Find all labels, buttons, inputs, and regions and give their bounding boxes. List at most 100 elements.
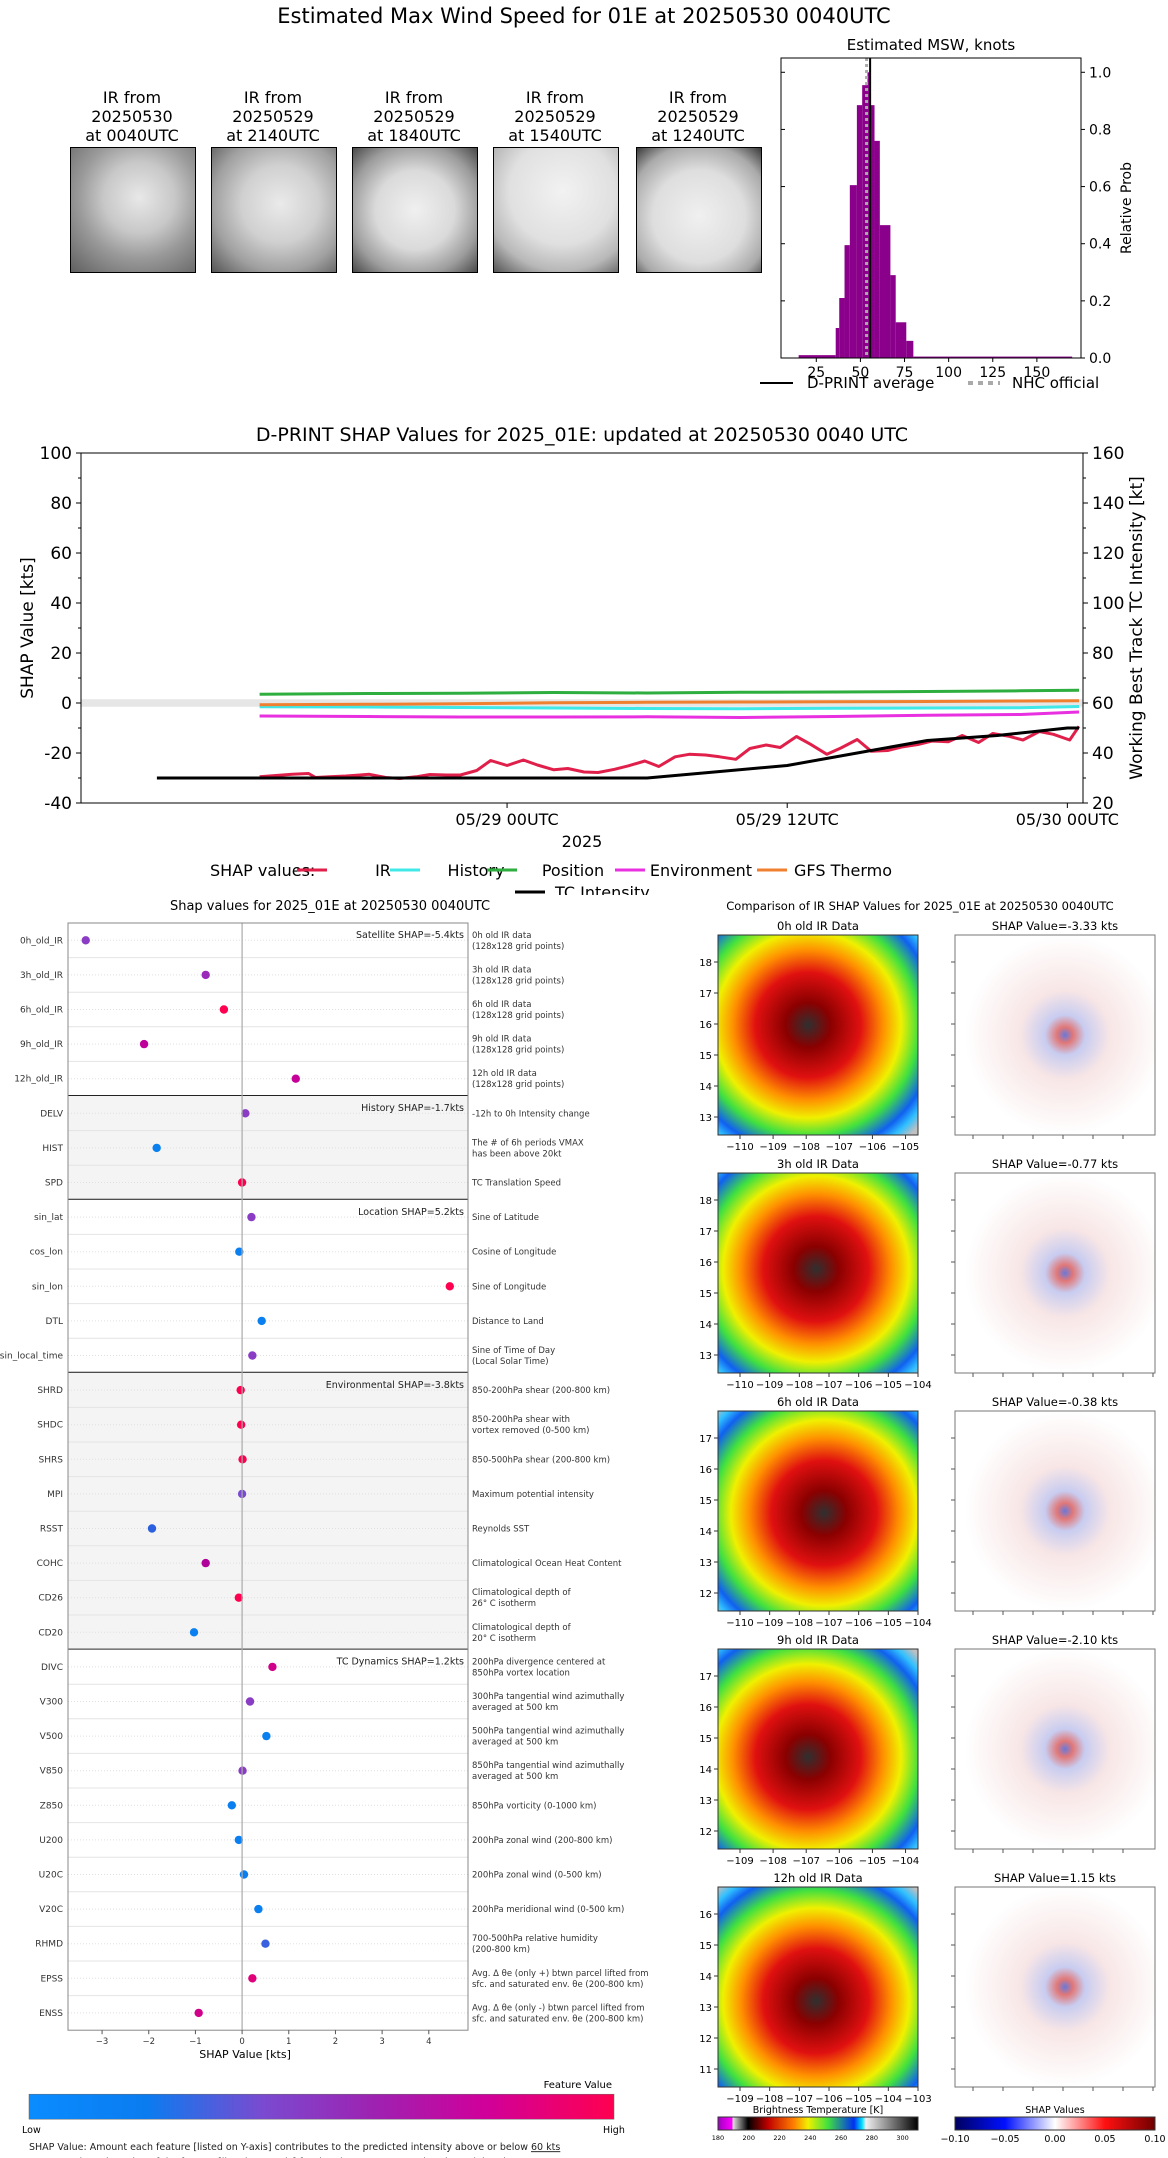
ir-thumbnail-title-line: at 2140UTC — [226, 126, 320, 145]
ir-thumbnail-title-line: at 1540UTC — [508, 126, 602, 145]
y-tick-label: 0.4 — [1089, 237, 1111, 253]
lat-tick-label: 16 — [699, 1465, 712, 1476]
feature-name: CD20 — [38, 1628, 63, 1638]
feature-description: Distance to Land — [472, 1317, 544, 1327]
feature-name: V20C — [39, 1905, 63, 1915]
feature-description: Sine of Time of Day — [472, 1346, 555, 1356]
feature-description: 850-200hPa shear (200-800 km) — [472, 1386, 610, 1396]
feature-name: V500 — [40, 1732, 64, 1742]
lat-tick-label: 16 — [699, 1910, 712, 1921]
x-axis-label: 2025 — [562, 832, 603, 851]
dotplot-title: Shap values for 2025_01E at 20250530 004… — [170, 899, 490, 914]
histogram-bar — [844, 245, 850, 358]
colorbar-low-label: Low — [22, 2125, 41, 2136]
y-tick-label-right: 80 — [1092, 644, 1114, 664]
shap-panel-title: SHAP Value=-2.10 kts — [992, 1633, 1118, 1647]
legend-label: TC Intensity — [554, 883, 650, 895]
ir-thumbnail-title: IR from 20250529 at 1840UTC — [349, 88, 479, 145]
lat-tick-label: 15 — [699, 1496, 712, 1507]
histogram-frame — [780, 57, 1082, 359]
feature-name: 3h_old_IR — [20, 971, 63, 981]
shap-colorbar — [954, 2116, 1156, 2131]
ir-thumbnail-title-line: IR from — [384, 88, 444, 107]
shap-colorbar-tick: 0.10 — [1144, 2134, 1165, 2145]
lat-tick-label: 14 — [699, 1527, 712, 1538]
series-line-history — [259, 705, 1080, 711]
lat-tick-label: 13 — [699, 2003, 712, 2014]
lon-tick-label: −104 — [892, 1856, 919, 1867]
ir-thumbnail-title: IR from 20250529 at 2140UTC — [208, 88, 338, 145]
lon-tick-label: −105 — [875, 1618, 902, 1629]
y-tick-label-right: 40 — [1092, 744, 1114, 764]
feature-description: 6h old IR data — [472, 1000, 531, 1010]
lon-tick-label: −107 — [792, 1856, 819, 1867]
y-axis-label-left: SHAP Value [kts] — [18, 557, 38, 699]
feature-description: (Local Solar Time) — [472, 1357, 549, 1367]
shap-colorbar-tick: −0.10 — [940, 2134, 969, 2145]
feature-name: HIST — [42, 1144, 63, 1154]
feature-description: Reynolds SST — [472, 1525, 530, 1535]
feature-dot — [445, 1282, 454, 1291]
y-tick-label-left: 100 — [40, 444, 72, 464]
feature-description: Climatological depth of — [472, 1623, 572, 1633]
lon-tick-label: −103 — [904, 2094, 931, 2105]
feature-name: V300 — [40, 1698, 64, 1708]
feature-description: 200hPa meridional wind (0-500 km) — [472, 1905, 624, 1915]
feature-dot — [248, 1974, 257, 1983]
y-tick-label-right: 100 — [1092, 594, 1124, 614]
feature-description: TC Translation Speed — [471, 1179, 561, 1189]
histogram-bar — [798, 355, 836, 358]
feature-name: DELV — [40, 1109, 64, 1119]
lat-tick-label: 11 — [699, 2065, 712, 2076]
lon-tick-label: −105 — [845, 2094, 872, 2105]
feature-name: sin_local_time — [0, 1352, 63, 1362]
ir-panel-image — [717, 934, 919, 1136]
ir-thumbnail-title-line: 20250529 — [232, 107, 314, 126]
lat-tick-label: 14 — [699, 1082, 712, 1093]
bt-colorbar-tick: 260 — [835, 2134, 847, 2142]
feature-dot — [236, 1385, 245, 1395]
series-line-environment — [259, 710, 1080, 719]
feature-shap-dotplot: Shap values for 2025_01E at 20250530 004… — [0, 899, 649, 2158]
feature-description: Climatological depth of — [472, 1588, 572, 1598]
lat-tick-label: 14 — [699, 1320, 712, 1331]
feature-dot — [257, 1316, 266, 1326]
feature-description: (128x128 grid points) — [472, 942, 564, 952]
ir-thumbnail-title-line: at 0040UTC — [85, 126, 179, 145]
feature-description: 850hPa vortex location — [472, 1668, 570, 1678]
feature-description: Climatological Ocean Heat Content — [472, 1559, 622, 1569]
legend-label: History — [448, 861, 505, 880]
ir-panel-title: 6h old IR Data — [777, 1395, 859, 1409]
lon-tick-label: −104 — [904, 1618, 931, 1629]
y-tick-label: 0.0 — [1089, 351, 1111, 367]
timeseries-title: D-PRINT SHAP Values for 2025_01E: update… — [256, 424, 908, 446]
feature-dot — [201, 970, 210, 980]
lon-tick-label: −108 — [786, 1380, 813, 1391]
ir-panel-image — [717, 1648, 919, 1850]
lon-tick-label: −105 — [875, 1380, 902, 1391]
lon-tick-label: −108 — [759, 1856, 786, 1867]
feature-name: COHC — [37, 1559, 63, 1569]
y-tick-label-left: 40 — [50, 594, 72, 614]
feature-description: (128x128 grid points) — [472, 1011, 564, 1021]
series-line-tc-intensity — [156, 726, 1079, 780]
ir-thumbnail-title-line: 20250529 — [657, 107, 739, 126]
y-tick-label-left: 0 — [61, 694, 72, 714]
lat-tick-label: 15 — [699, 1734, 712, 1745]
group-label: TC Dynamics SHAP=1.2kts — [336, 1657, 464, 1668]
x-tick-label: −2 — [142, 2037, 155, 2047]
feature-name: MPI — [47, 1490, 63, 1500]
ir-thumbnail-title: IR from 20250530 at 0040UTC — [67, 88, 197, 145]
lat-tick-label: 16 — [699, 1020, 712, 1031]
histogram-bar — [862, 85, 868, 358]
feature-description: has been above 20kt — [472, 1149, 562, 1159]
ir-thumbnail-image — [636, 147, 762, 273]
feature-description: sfc. and saturated env. θe (200-800 km) — [472, 2014, 644, 2024]
x-axis-label: SHAP Value [kts] — [199, 2048, 291, 2061]
bt-colorbar-tick: 200 — [743, 2134, 755, 2142]
feature-dot — [254, 1904, 263, 1914]
feature-dot — [194, 2008, 203, 2018]
x-tick-label: 2 — [333, 2037, 338, 2047]
histogram-bar — [849, 185, 857, 358]
lat-tick-label: 12 — [699, 1827, 712, 1838]
